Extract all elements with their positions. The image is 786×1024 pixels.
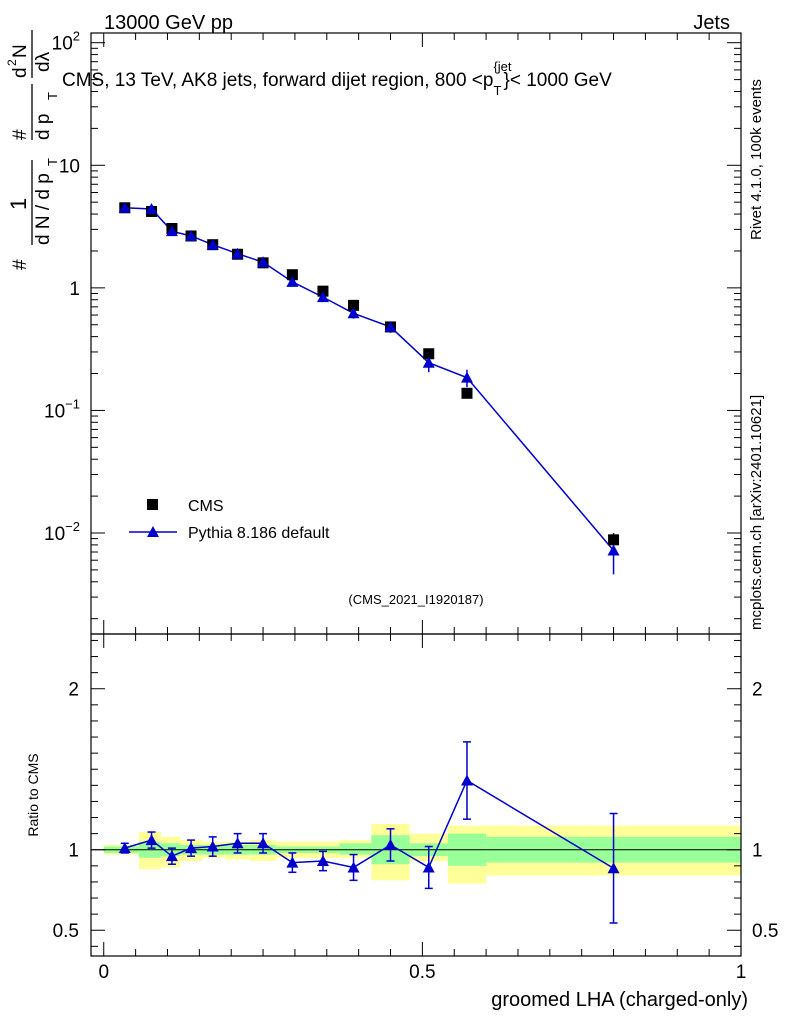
ratio-y-axis-label: Ratio to CMS xyxy=(25,753,41,836)
pythia-point xyxy=(206,238,219,250)
pythia-point xyxy=(118,201,131,213)
pythia-point xyxy=(422,356,435,368)
ylabel-power-2: 2 xyxy=(5,59,19,66)
category-label: Jets xyxy=(693,12,730,34)
ratio-point xyxy=(607,862,620,874)
pythia-point xyxy=(460,371,473,383)
ylabel-hash-1: # xyxy=(10,259,31,270)
pythia-point xyxy=(257,256,270,268)
energy-label: 13000 GeV pp xyxy=(104,12,233,34)
ratio-point xyxy=(145,834,158,846)
cms-point xyxy=(608,534,620,546)
main-y-tick-label: 10−1 xyxy=(44,396,80,422)
title-tail: }< 1000 GeV xyxy=(503,70,612,91)
pythia-point xyxy=(231,247,244,259)
band-inner xyxy=(339,843,372,855)
main-y-tick-label: 10−2 xyxy=(44,519,80,545)
tick-base: 10 xyxy=(44,401,65,422)
legend-cms-marker xyxy=(147,499,158,510)
ratio-y-tick-label-left: 1 xyxy=(68,841,79,862)
ylabel-t-sub-1: T xyxy=(45,158,60,166)
ylabel-dn-dpt: d N / d p xyxy=(33,173,54,245)
ratio-point xyxy=(286,856,299,868)
main-y-tick-label: 10 xyxy=(59,156,80,177)
ratio-y-tick-label-right: 2 xyxy=(752,680,763,701)
ratio-point xyxy=(384,838,397,850)
x-axis-label: groomed LHA (charged-only) xyxy=(491,989,748,1011)
legend-pythia-label: Pythia 8.186 default xyxy=(188,525,330,542)
main-data-layer xyxy=(118,201,620,575)
tick-exponent: 2 xyxy=(73,29,80,44)
tick-base: 10 xyxy=(44,524,65,545)
ratio-y-tick-label-left: 2 xyxy=(68,680,79,701)
title-superscript: {jet xyxy=(493,59,511,74)
ratio-frame xyxy=(90,633,742,957)
ylabel-dpt: d p xyxy=(33,114,54,140)
legend-pythia-marker xyxy=(147,526,159,537)
ylabel-hash-2: # xyxy=(10,129,31,140)
pythia-point xyxy=(286,275,299,287)
ylabel-dlambda: dλ xyxy=(33,51,54,72)
ylabel-d: d xyxy=(10,67,31,78)
pythia-point xyxy=(347,307,360,319)
legend: CMS Pythia 8.186 default xyxy=(129,498,330,542)
ylabel-one: 1 xyxy=(6,198,31,210)
ratio-point xyxy=(347,861,360,873)
ratio-point xyxy=(422,861,435,873)
ylabel-t-sub-2: T xyxy=(45,92,60,100)
ratio-y-tick-label-right: 1 xyxy=(752,841,763,862)
x-tick-label: 1 xyxy=(736,962,747,983)
cms-point xyxy=(348,299,360,311)
pythia-point xyxy=(384,320,397,332)
ratio-panel: 0.5 0.51 12 20 0.5 1 Ratio to CMS groomed LHA… xyxy=(25,633,778,1011)
rivet-version-label: Rivet 4.1.0, 100k events xyxy=(748,79,765,240)
svg-text:CMS, 13 TeV, AK8 jets, forward: CMS, 13 TeV, AK8 jets, forward dijet reg… xyxy=(62,59,612,98)
main-y-axis-label: # 1 d N / d p T # d p T d 2 N dλ xyxy=(5,30,60,270)
ratio-point xyxy=(118,842,131,854)
ratio-point xyxy=(231,837,244,849)
ratio-data-layer xyxy=(118,741,620,924)
ratio-axis-ticks: 0.5 0.51 12 20 0.5 1 xyxy=(53,634,778,983)
tick-exponent: −1 xyxy=(65,396,80,411)
legend-cms-label: CMS xyxy=(188,498,224,515)
cms-point xyxy=(461,387,473,399)
pythia-point xyxy=(316,291,329,303)
main-y-tick-label: 102 xyxy=(52,29,80,55)
pythia-point xyxy=(185,229,198,241)
pythia-point xyxy=(145,202,158,214)
ratio-point xyxy=(460,774,473,786)
pythia-point xyxy=(165,225,178,237)
ratio-y-tick-label-left: 0.5 xyxy=(53,921,79,942)
ratio-y-tick-label-right: 0.5 xyxy=(752,921,778,942)
cms-point xyxy=(423,348,435,360)
main-panel: CMS, 13 TeV, AK8 jets, forward dijet reg… xyxy=(5,29,742,635)
title-text: CMS, 13 TeV, AK8 jets, forward dijet reg… xyxy=(62,70,493,91)
title-subscript: T xyxy=(494,83,502,98)
main-frame xyxy=(90,32,742,635)
x-tick-label: 0.5 xyxy=(409,962,435,983)
ratio-line xyxy=(124,779,614,869)
ratio-point xyxy=(185,842,198,854)
ylabel-n: N xyxy=(10,44,31,58)
ratio-point xyxy=(206,840,219,852)
x-tick-label: 0 xyxy=(98,962,109,983)
mcplots-label: mcplots.cern.ch [arXiv:2401.10621] xyxy=(748,395,765,630)
main-title: CMS, 13 TeV, AK8 jets, forward dijet reg… xyxy=(62,59,612,98)
main-y-tick-label: 1 xyxy=(69,279,80,300)
ratio-point xyxy=(257,837,270,849)
tick-exponent: −2 xyxy=(65,519,80,534)
ratio-point xyxy=(165,850,178,862)
tick-base: 10 xyxy=(52,34,73,55)
pythia-point xyxy=(607,544,620,556)
ratio-uncertainty-bands xyxy=(91,823,741,884)
cms-point xyxy=(286,269,298,281)
ratio-point xyxy=(316,855,329,867)
analysis-tag: (CMS_2021_I1920187) xyxy=(348,592,483,607)
